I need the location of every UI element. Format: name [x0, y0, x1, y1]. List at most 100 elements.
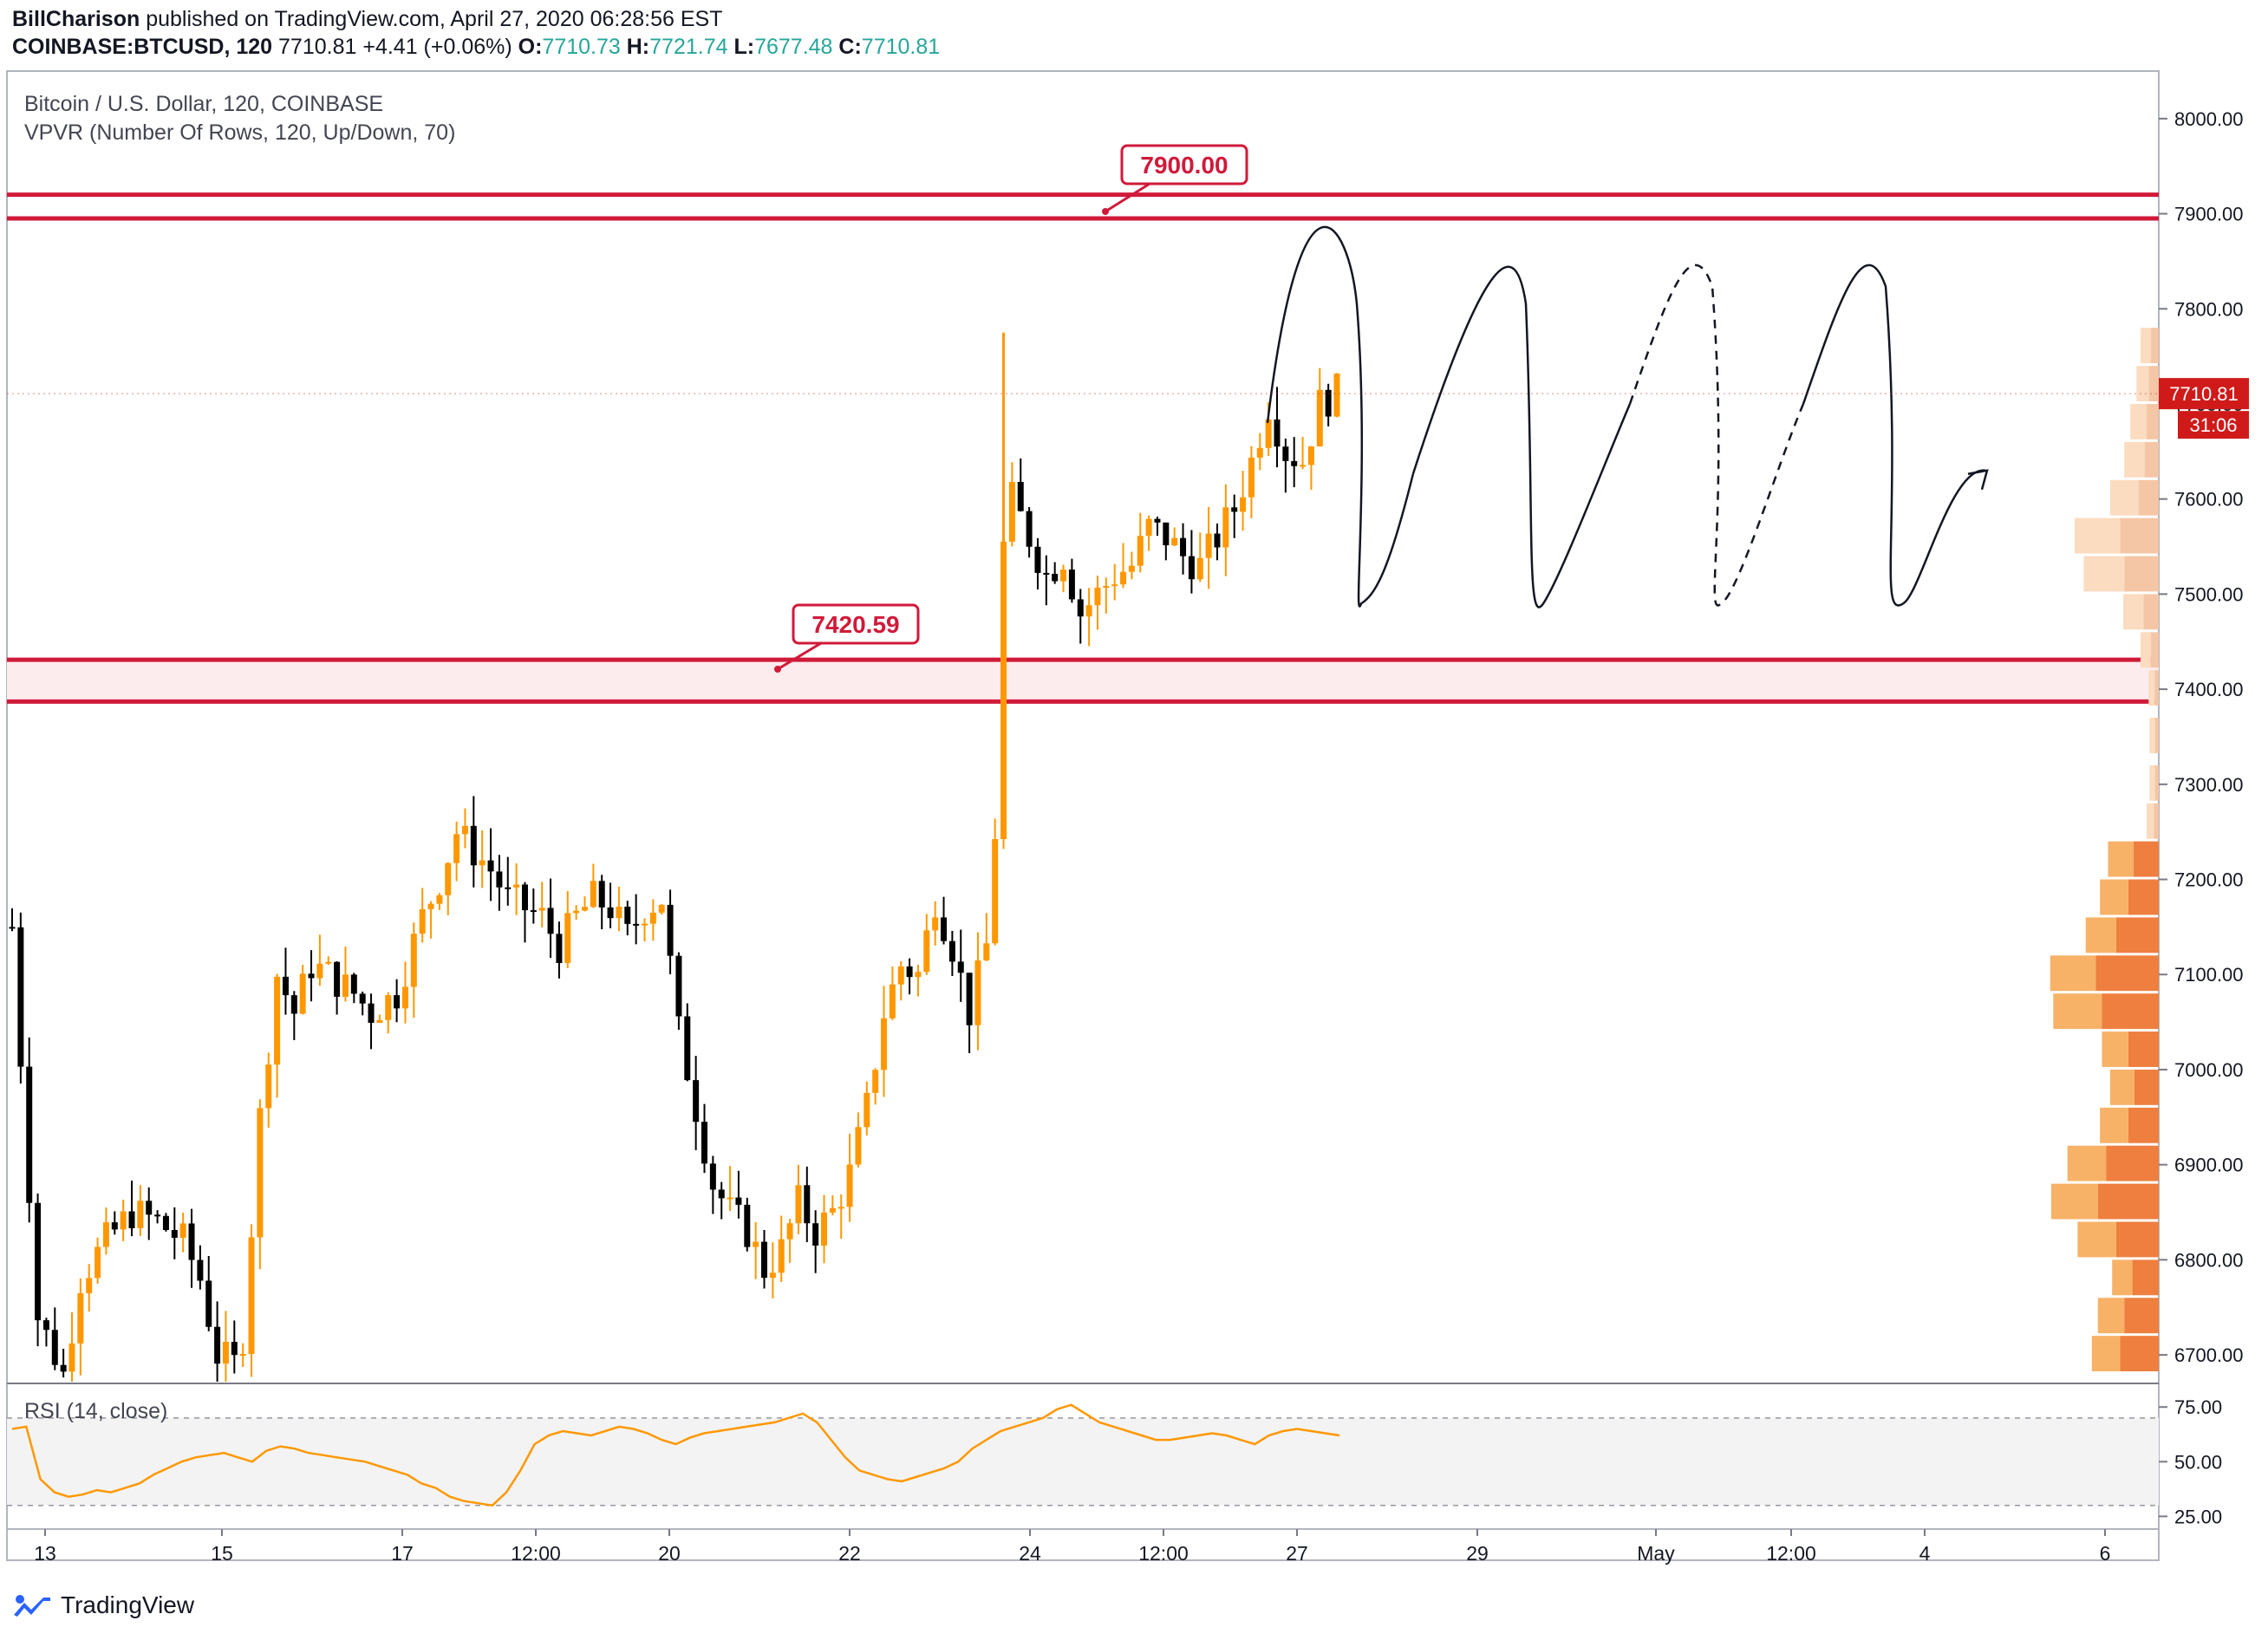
candle-body: [51, 1330, 58, 1365]
candle-body: [581, 907, 588, 911]
candle-body: [42, 1320, 49, 1331]
vpvr-bar-down: [2138, 479, 2159, 516]
candle-body: [385, 995, 392, 1020]
candle-body: [86, 1278, 93, 1293]
candle-body: [1137, 536, 1144, 566]
candle-body: [1325, 389, 1332, 417]
support-callout-box[interactable]: [792, 603, 920, 645]
candle-body: [812, 1223, 819, 1246]
price-axis-label: 7600.00: [2174, 489, 2244, 511]
time-axis-label: May: [1637, 1542, 1675, 1565]
low-label: L:: [733, 35, 755, 59]
candle-body: [778, 1239, 785, 1273]
candle-body: [1017, 481, 1024, 511]
resistance-callout-box[interactable]: [1120, 144, 1248, 185]
support-callout-leader: [777, 641, 822, 671]
rsi-band: [7, 1417, 2159, 1506]
candle-body: [727, 1197, 733, 1200]
candle-body: [68, 1343, 75, 1372]
candle-body: [359, 993, 366, 1004]
candle-body: [436, 895, 443, 904]
vpvr-legend[interactable]: VPVR (Number Of Rows, 120, Up/Down, 70): [24, 120, 456, 145]
candle-body: [547, 908, 554, 934]
candle-body: [1145, 518, 1152, 537]
rsi-legend[interactable]: RSI (14, close): [24, 1399, 168, 1423]
candle-body: [693, 1080, 700, 1123]
vpvr-bar-down: [2143, 594, 2159, 630]
candle-body: [162, 1215, 169, 1230]
vpvr-bar-up: [2091, 1336, 2121, 1372]
vpvr-bar-down: [2154, 718, 2159, 753]
candle-body: [445, 862, 452, 895]
rsi-line[interactable]: [11, 1403, 1340, 1507]
candle-body: [1034, 546, 1041, 573]
candle-body: [342, 974, 349, 997]
projection-wave-2[interactable]: [1411, 265, 1632, 608]
candle-body: [983, 943, 990, 961]
price-axis-label: 7500.00: [2174, 583, 2244, 605]
candle-body: [649, 912, 656, 924]
countdown-tag-text: 31:06: [2189, 414, 2237, 436]
vpvr-bar-up: [2123, 594, 2144, 630]
candle-body: [598, 881, 605, 908]
candle-body: [60, 1364, 67, 1372]
countdown-tag: [2178, 411, 2249, 439]
candle-body: [505, 887, 512, 889]
candle-body: [718, 1189, 725, 1199]
candle-body: [658, 904, 665, 913]
symbol-label: COINBASE:BTCUSD, 120: [12, 35, 273, 59]
price-axis-label: 7100.00: [2174, 964, 2244, 986]
price-axis-label: 6800.00: [2174, 1249, 2244, 1271]
candle-body: [146, 1201, 153, 1215]
time-axis-label: 20: [658, 1542, 681, 1565]
candle-body: [992, 839, 999, 944]
support-zone-fill: [7, 660, 2159, 702]
candle-body: [1265, 419, 1272, 448]
last-price-tag[interactable]: [2159, 378, 2249, 410]
projection-wave-4[interactable]: [1802, 264, 1986, 607]
candle-body: [154, 1214, 161, 1217]
candle-body: [821, 1212, 828, 1246]
vpvr-bar-up: [2085, 917, 2116, 953]
candle-body: [923, 930, 930, 973]
candle-body: [1163, 522, 1170, 546]
candle-body: [470, 825, 477, 866]
candle-body: [1222, 507, 1229, 548]
candle-body: [1077, 599, 1084, 617]
projection-wave-1[interactable]: [1266, 225, 1415, 608]
candle-body: [1043, 572, 1050, 575]
support-callout-text: 7420.59: [811, 611, 899, 638]
vpvr-bar-up: [2074, 517, 2121, 554]
vpvr-bar-up: [2136, 366, 2149, 401]
tradingview-logo[interactable]: TradingView: [12, 1591, 194, 1619]
candle-body: [1085, 605, 1092, 617]
candle-body: [590, 881, 596, 908]
candle-body: [205, 1280, 212, 1327]
candle-body: [957, 961, 964, 973]
candle-body: [530, 910, 537, 913]
candle-body: [239, 1354, 246, 1357]
candle-body: [265, 1064, 272, 1109]
candle-body: [829, 1207, 836, 1213]
publisher-line: BillCharison published on TradingView.co…: [12, 7, 722, 32]
author-name[interactable]: BillCharison: [12, 7, 140, 31]
candle-body: [316, 963, 323, 979]
candle-body: [769, 1272, 776, 1279]
candle-body: [1154, 518, 1161, 523]
projection-wave-3[interactable]: [1628, 264, 1805, 607]
candle-body: [1171, 537, 1178, 546]
vpvr-bar-down: [2128, 1107, 2159, 1143]
candle-body: [1282, 446, 1289, 461]
vpvr-bar-down: [2120, 1336, 2159, 1372]
candle-body: [1128, 565, 1135, 572]
candle-body: [974, 960, 981, 1025]
candle-body: [1196, 557, 1203, 580]
vpvr-bar-up: [2097, 1298, 2125, 1334]
chart-legend-title: Bitcoin / U.S. Dollar, 120, COINBASE: [24, 92, 384, 116]
vpvr-bar-down: [2150, 632, 2159, 668]
candle-body: [1188, 556, 1195, 580]
candle-body: [1060, 569, 1067, 582]
time-axis-label: 17: [391, 1542, 414, 1565]
candle-body: [334, 961, 341, 997]
